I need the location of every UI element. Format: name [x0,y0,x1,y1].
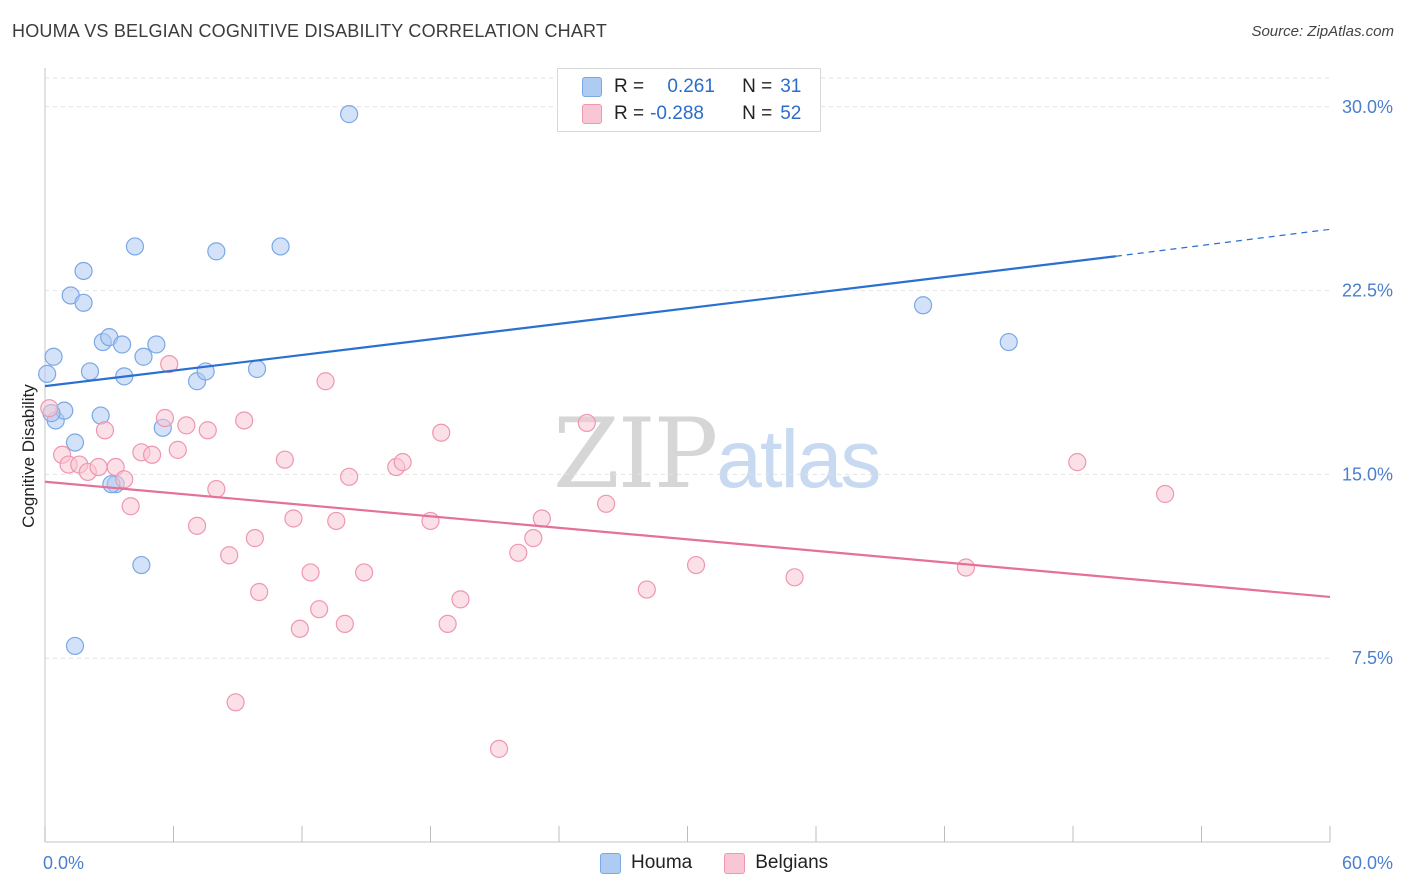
legend-n-label: N = [742,76,773,97]
point-belgians [177,416,196,435]
point-houma [999,332,1018,352]
point-belgians [316,372,335,391]
legend-swatch-belgians [724,852,746,874]
point-houma [271,237,290,256]
y-tick-label: 30.0% [1342,97,1393,117]
point-belgians [532,509,551,528]
point-houma [65,433,85,452]
legend-r-label: R = [614,103,645,124]
point-belgians [637,580,656,599]
point-belgians [577,413,596,433]
legend-swatch-houma [600,852,621,874]
legend-n-value: 31 [780,76,802,97]
watermark-atlas: atlas [716,414,881,505]
legend-item-belgians[interactable]: Belgians [724,852,828,874]
legend-item-houma[interactable]: Houma [600,852,692,874]
point-belgians [686,555,706,575]
legend-r-value: 0.261 [662,76,715,97]
point-belgians [327,511,346,531]
point-belgians [275,450,294,469]
point-belgians [121,497,140,516]
point-houma [38,364,57,383]
point-houma [44,347,63,366]
point-belgians [956,558,976,577]
point-belgians [524,529,543,548]
trendline-houma [44,255,1116,388]
legend-r-label: R = [614,76,645,97]
series-legend: Houma Belgians [600,852,860,874]
point-houma [340,105,359,124]
point-belgians [115,470,134,489]
legend-label-belgians: Belgians [755,852,829,873]
point-belgians [207,479,226,499]
y-axis-title: Cognitive Disability [19,384,38,528]
legend-swatch-belgians [582,104,602,124]
legend-row-belgians: R = -0.288 N = 52 [582,102,801,126]
point-belgians [89,457,108,477]
point-houma [112,335,132,354]
point-houma [247,359,267,379]
point-belgians [187,516,207,535]
y-tick-label: 22.5% [1342,281,1393,301]
point-belgians [340,467,359,486]
x-tick-label: 0.0% [43,853,84,873]
point-belgians [1068,453,1087,472]
point-belgians [597,494,616,513]
point-belgians [235,411,254,430]
point-belgians [40,399,59,418]
point-houma [147,335,166,354]
y-tick-label: 15.0% [1342,464,1393,484]
point-belgians [785,568,804,587]
point-belgians [301,563,320,582]
point-houma [134,347,153,366]
point-houma [207,242,226,261]
point-belgians [1155,484,1175,504]
point-belgians [451,590,470,609]
point-houma [74,293,93,312]
point-belgians [335,614,354,633]
point-houma [913,296,933,315]
legend-label-houma: Houma [631,852,693,873]
point-belgians [284,509,303,528]
trendline-belgians [44,480,1331,599]
point-belgians [142,445,162,464]
point-belgians [245,529,264,548]
point-belgians [198,421,217,440]
point-belgians [438,614,457,633]
point-houma [125,237,145,256]
point-belgians [168,440,187,459]
legend-r-value: -0.288 [650,103,704,124]
point-houma [74,261,93,281]
point-belgians [226,693,245,712]
point-belgians [393,453,412,472]
point-houma [65,636,85,656]
point-belgians [355,563,374,582]
point-belgians [160,354,179,374]
legend-n-label: N = [742,103,773,124]
point-belgians [489,739,509,758]
legend-swatch-houma [582,77,602,97]
point-belgians [290,619,309,638]
point-belgians [250,582,269,602]
y-tick-label: 7.5% [1352,648,1393,668]
point-belgians [310,600,329,619]
legend-row-houma: R = 0.261 N = 31 [582,75,801,99]
point-belgians [220,546,239,565]
zipatlas-watermark: ZIPatlas [553,398,881,510]
chart-title: HOUMA VS BELGIAN COGNITIVE DISABILITY CO… [12,21,608,41]
source-label: Source: ZipAtlas.com [1251,23,1394,40]
point-houma [132,555,151,575]
point-houma [80,362,100,381]
trendline-extension-houma [1115,228,1331,257]
point-belgians [95,421,115,440]
point-belgians [432,423,451,442]
legend-n-value: 52 [780,103,802,124]
x-tick-label: 60.0% [1342,853,1393,873]
point-belgians [155,408,175,428]
stats-legend: R = 0.261 N = 31 R = -0.288 N = 52 [557,68,821,132]
point-belgians [509,543,528,562]
